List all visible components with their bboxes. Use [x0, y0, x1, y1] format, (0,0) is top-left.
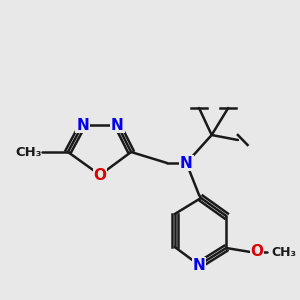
Text: N: N: [193, 257, 206, 272]
Text: O: O: [250, 244, 263, 260]
Text: CH₃: CH₃: [15, 146, 42, 158]
Text: CH₃: CH₃: [271, 245, 296, 259]
Text: O: O: [94, 167, 106, 182]
Text: N: N: [180, 155, 193, 170]
Text: N: N: [111, 118, 124, 133]
Text: N: N: [76, 118, 89, 133]
